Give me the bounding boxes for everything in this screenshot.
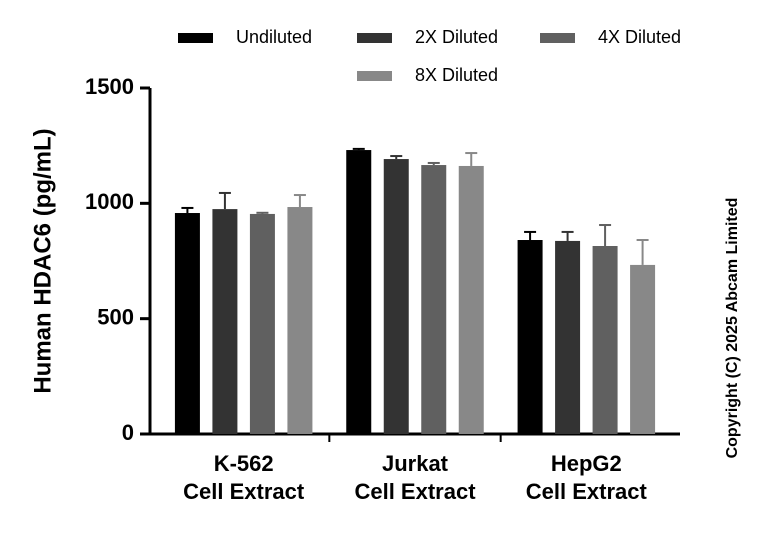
x-tick-label: HepG2 Cell Extract — [525, 451, 647, 504]
y-tick-label: 500 — [97, 304, 134, 329]
y-tick-label: 0 — [122, 420, 134, 445]
bar — [212, 209, 238, 434]
copyright: Copyright (C) 2025 Abcam Limited — [724, 198, 741, 459]
bar — [555, 240, 581, 434]
bar — [421, 165, 447, 434]
legend-swatch — [540, 33, 575, 43]
bar — [174, 213, 200, 434]
legend-swatch — [357, 71, 392, 81]
legend-label: 4X Diluted — [598, 27, 681, 47]
bar — [458, 165, 484, 434]
y-tick-label: 1500 — [85, 74, 134, 99]
legend-label: 2X Diluted — [415, 27, 498, 47]
x-tick-label: Jurkat Cell Extract — [354, 451, 476, 504]
y-tick-label: 1000 — [85, 189, 134, 214]
bar — [287, 207, 313, 434]
bar — [517, 240, 543, 434]
legend-swatch — [178, 33, 213, 43]
bar — [249, 213, 275, 434]
bar — [592, 246, 618, 434]
legend-label: 8X Diluted — [415, 65, 498, 85]
legend-swatch — [357, 33, 392, 43]
legend-label: Undiluted — [236, 27, 312, 47]
bar — [346, 150, 372, 435]
bar — [383, 159, 409, 434]
y-axis-title: Human HDAC6 (pg/mL) — [29, 128, 56, 393]
bar — [630, 264, 656, 434]
x-tick-label: K-562 Cell Extract — [183, 451, 305, 504]
